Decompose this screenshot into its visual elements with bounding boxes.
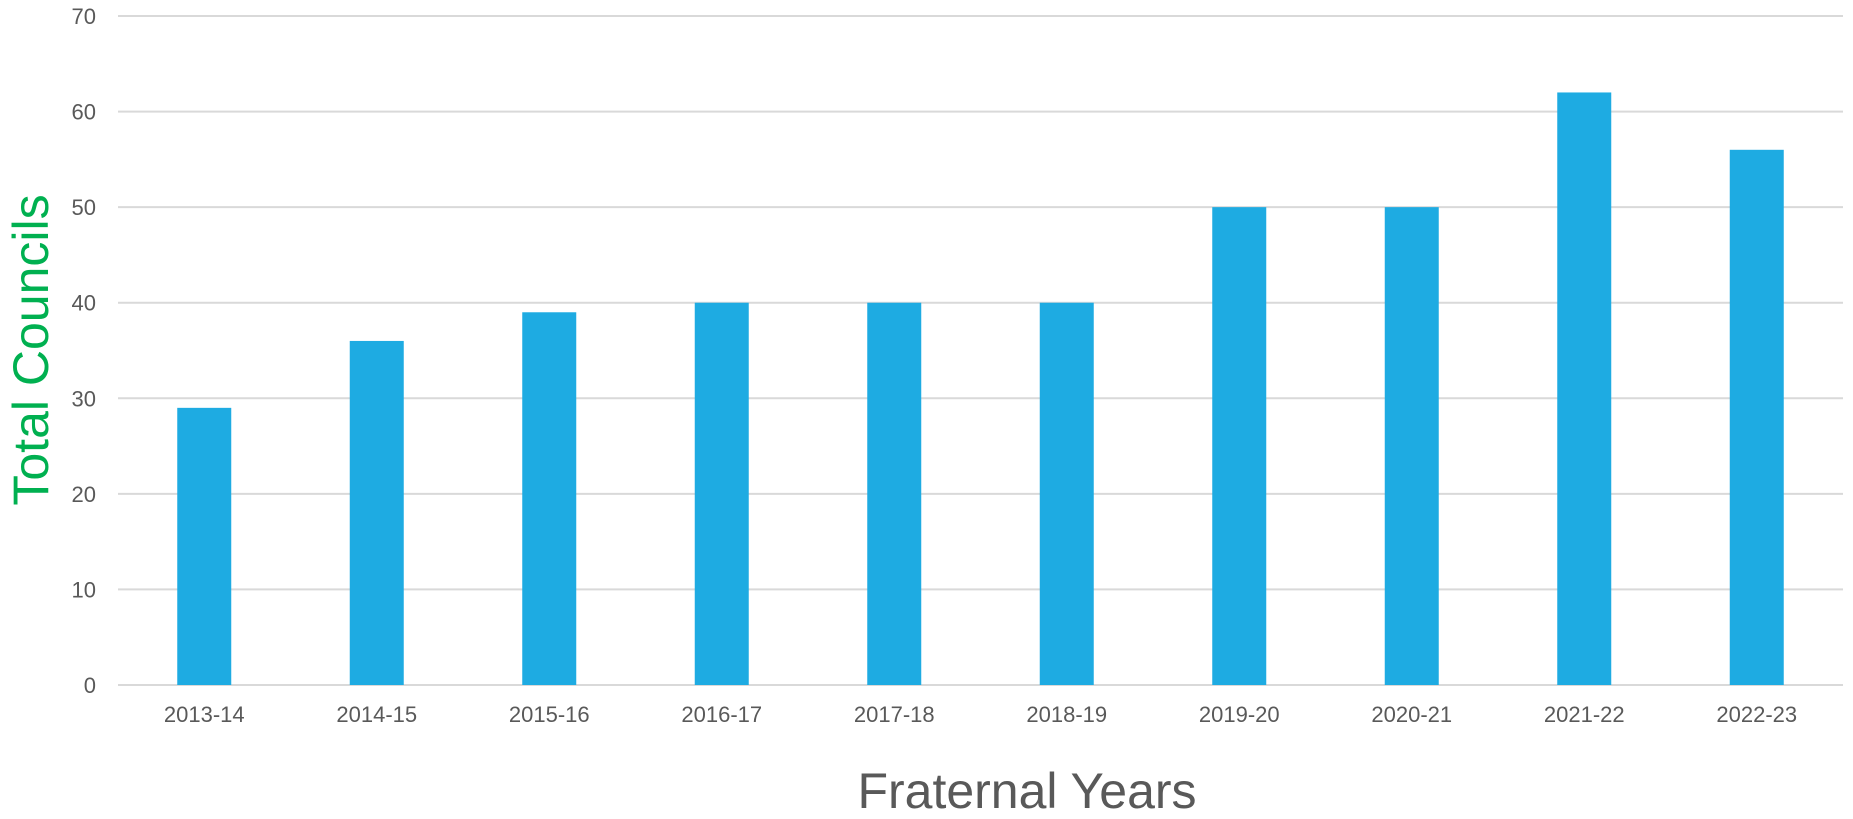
x-tick-label: 2019-20 bbox=[1199, 702, 1280, 727]
y-tick-label: 0 bbox=[84, 673, 96, 698]
x-axis-title: Fraternal Years bbox=[857, 763, 1196, 819]
y-tick-label: 60 bbox=[72, 100, 96, 125]
x-tick-label: 2016-17 bbox=[681, 702, 762, 727]
y-tick-label: 50 bbox=[72, 195, 96, 220]
y-tick-label: 70 bbox=[72, 4, 96, 29]
bar-2021-22 bbox=[1557, 92, 1612, 685]
bar-2022-23 bbox=[1729, 149, 1784, 686]
x-tick-label: 2017-18 bbox=[854, 702, 935, 727]
bar-2015-16 bbox=[522, 312, 577, 685]
bar-2020-21 bbox=[1384, 207, 1439, 685]
bar-2018-19 bbox=[1039, 302, 1094, 685]
x-tick-label: 2022-23 bbox=[1716, 702, 1797, 727]
y-axis-ticks: 0 10 20 30 40 50 60 70 bbox=[72, 4, 96, 698]
x-tick-label: 2015-16 bbox=[509, 702, 590, 727]
bar-2017-18 bbox=[867, 302, 922, 685]
x-tick-label: 2013-14 bbox=[164, 702, 245, 727]
y-tick-label: 10 bbox=[72, 577, 96, 602]
x-tick-label: 2018-19 bbox=[1026, 702, 1107, 727]
bars bbox=[177, 92, 1784, 686]
bar-2014-15 bbox=[349, 340, 404, 685]
y-axis-title: Total Councils bbox=[3, 194, 59, 505]
x-tick-label: 2020-21 bbox=[1371, 702, 1452, 727]
x-tick-label: 2021-22 bbox=[1544, 702, 1625, 727]
bar-2016-17 bbox=[694, 302, 749, 685]
y-tick-label: 30 bbox=[72, 386, 96, 411]
bar-2013-14 bbox=[177, 407, 232, 685]
x-axis-ticks: 2013-14 2014-15 2015-16 2016-17 2017-18 2018-… bbox=[164, 702, 1797, 727]
bar-2019-20 bbox=[1212, 207, 1267, 685]
x-tick-label: 2014-15 bbox=[336, 702, 417, 727]
y-tick-label: 20 bbox=[72, 482, 96, 507]
y-tick-label: 40 bbox=[72, 291, 96, 316]
gridlines bbox=[118, 15, 1843, 686]
